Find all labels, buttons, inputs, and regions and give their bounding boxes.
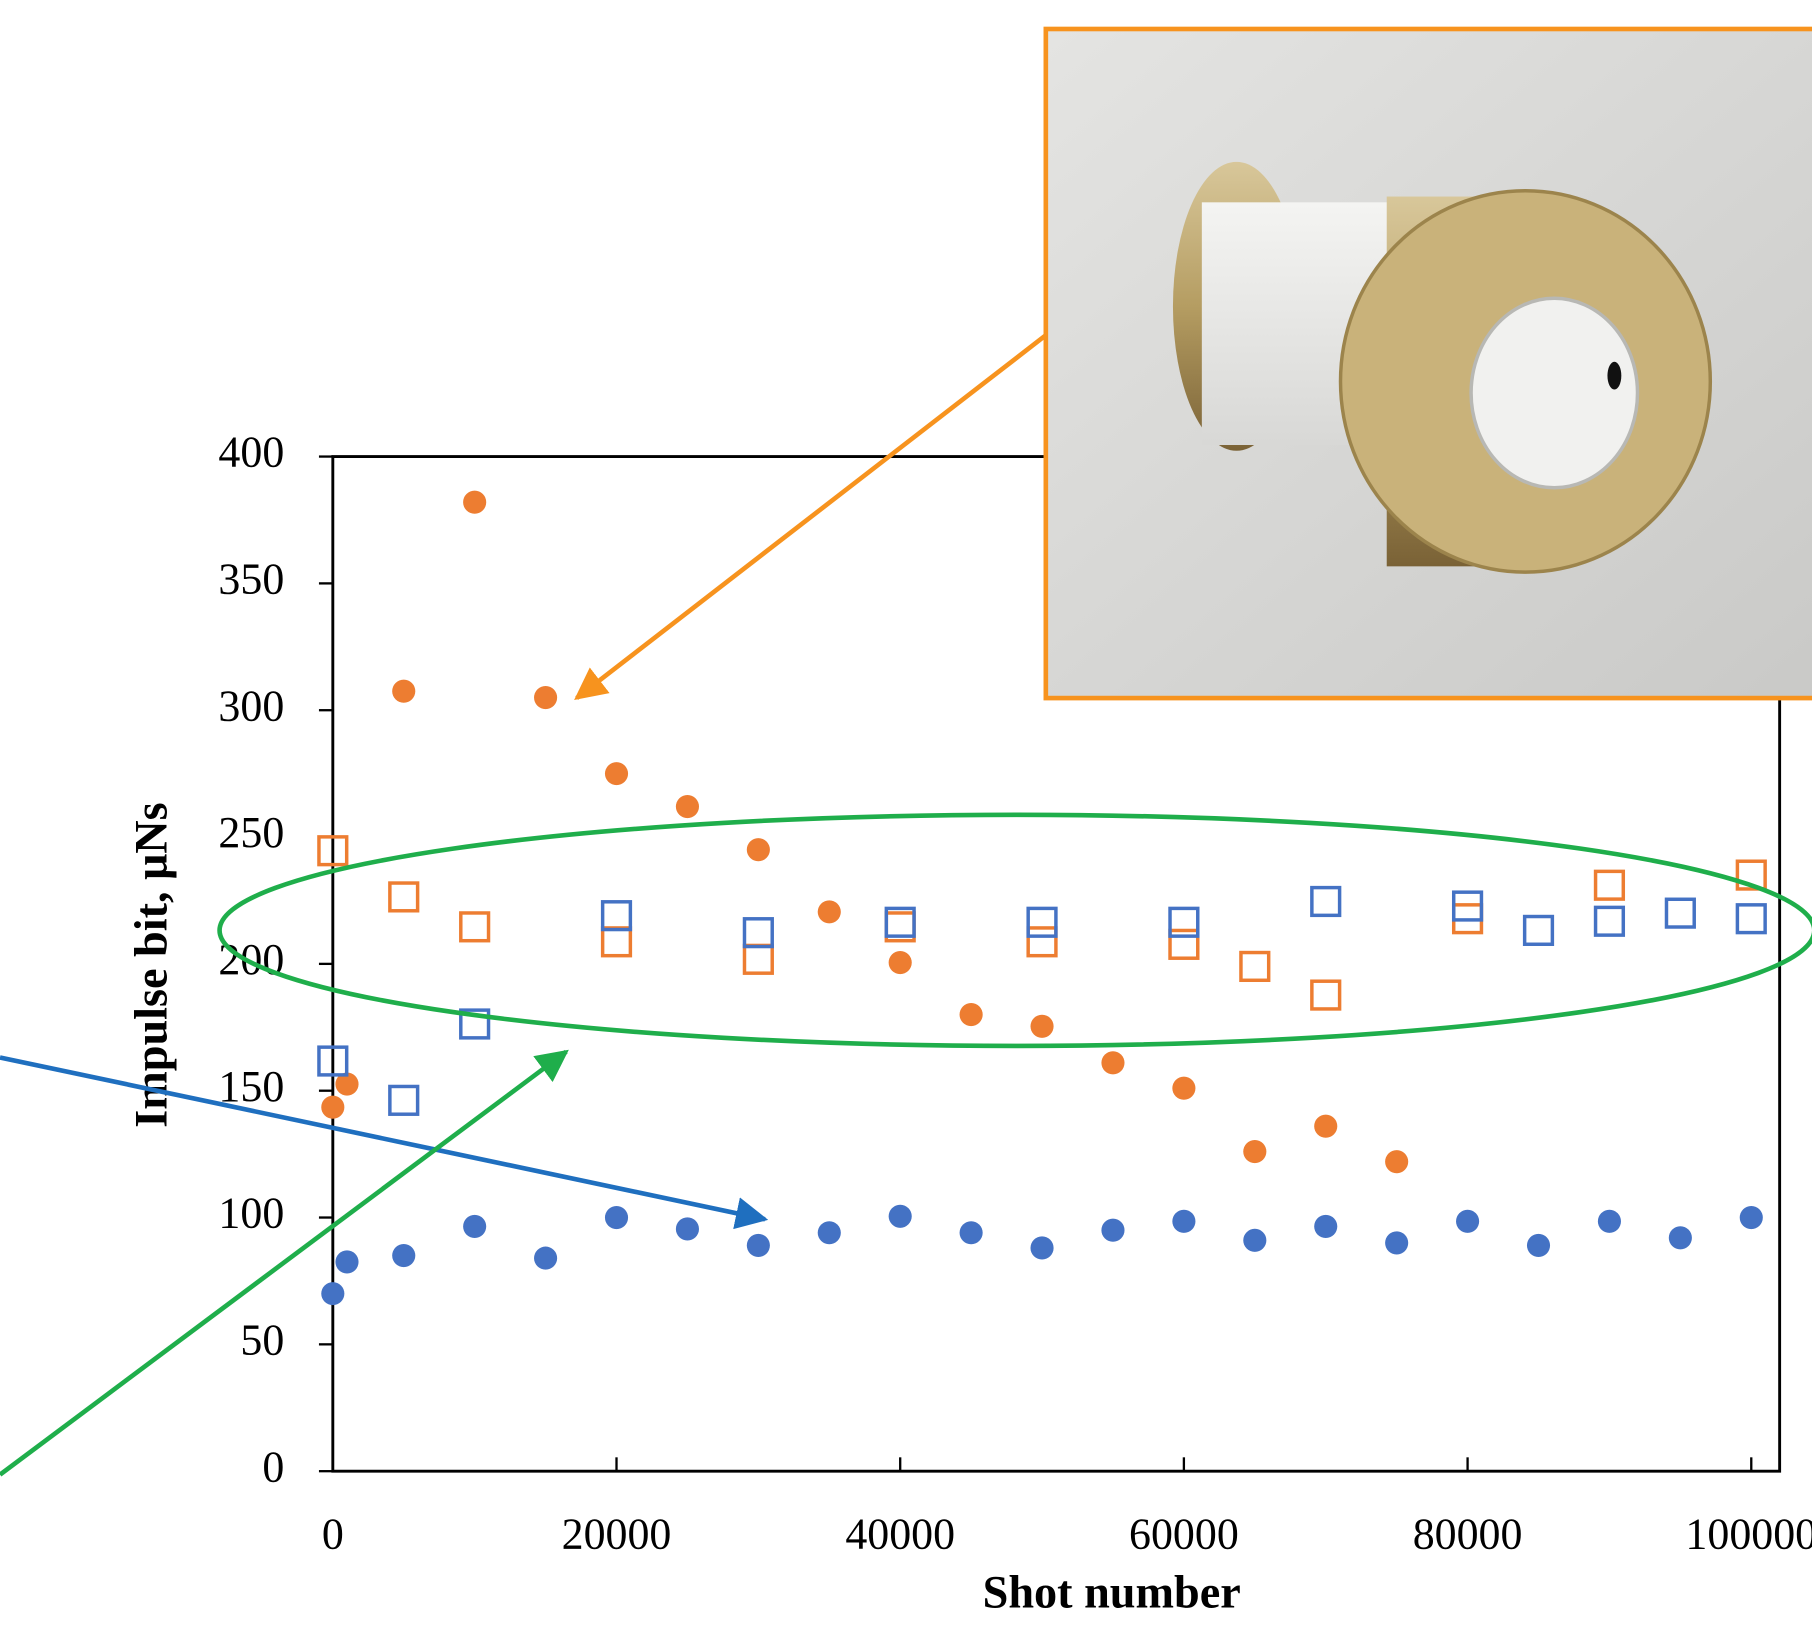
data-point [321, 1096, 344, 1119]
data-point [1596, 907, 1624, 935]
data-point [1028, 928, 1056, 956]
y-tick-label: 400 [218, 429, 284, 477]
data-point [1669, 1226, 1692, 1249]
y-tick-label: 100 [218, 1190, 284, 1238]
y-tick-label: 300 [218, 682, 284, 730]
x-tick-label: 60000 [1129, 1510, 1239, 1558]
y-tick-label: 200 [218, 936, 284, 984]
data-point [960, 1221, 983, 1244]
photo-hole [1607, 362, 1621, 390]
orange-arrow [577, 335, 1046, 698]
y-tick-label: 50 [240, 1316, 284, 1364]
data-point [463, 491, 486, 514]
data-point [534, 1247, 557, 1270]
data-point [1596, 871, 1624, 899]
y-tick-label: 350 [218, 555, 284, 603]
data-point [1314, 1215, 1337, 1238]
data-point [1312, 981, 1340, 1009]
data-point [744, 945, 772, 973]
data-point [1101, 1219, 1124, 1242]
x-tick-label: 40000 [845, 1510, 955, 1558]
data-point [1598, 1210, 1621, 1233]
data-point [1243, 1229, 1266, 1252]
data-point [747, 838, 770, 861]
data-point [1527, 1234, 1550, 1257]
data-point [461, 913, 489, 941]
data-point [747, 1234, 770, 1257]
x-axis-title: Shot number [983, 1567, 1241, 1618]
x-tick-label: 80000 [1413, 1510, 1523, 1558]
x-tick-label: 20000 [562, 1510, 672, 1558]
data-point [335, 1250, 358, 1273]
data-point [1456, 1210, 1479, 1233]
data-point [1028, 908, 1056, 936]
data-point [392, 680, 415, 703]
photo-bore [1471, 298, 1637, 488]
data-point [1172, 1210, 1195, 1233]
data-point [534, 686, 557, 709]
data-point [818, 900, 841, 923]
data-point [889, 1205, 912, 1228]
data-point [1385, 1231, 1408, 1254]
data-point [605, 1206, 628, 1229]
y-axis-title: Impulse bit, μNs [126, 802, 177, 1127]
product-photo [1046, 29, 1812, 698]
x-tick-label: 0 [322, 1510, 344, 1558]
data-point [676, 1217, 699, 1240]
data-point [676, 795, 699, 818]
data-point [1030, 1236, 1053, 1259]
data-point [1030, 1015, 1053, 1038]
highlight-ellipse [220, 815, 1812, 1046]
data-point [960, 1003, 983, 1026]
data-point [744, 919, 772, 947]
chart: 0501001502002503003504000200004000060000… [0, 0, 1812, 1640]
data-point [463, 1215, 486, 1238]
blue-arrow [0, 1057, 765, 1219]
data-point [1666, 899, 1694, 927]
data-point [1241, 953, 1269, 981]
data-point [390, 1086, 418, 1114]
data-point [603, 928, 631, 956]
data-point [321, 1282, 344, 1305]
data-point [390, 883, 418, 911]
data-point [1525, 917, 1553, 945]
data-point [1172, 1077, 1195, 1100]
data-point [603, 902, 631, 930]
data-point [1101, 1051, 1124, 1074]
data-point [818, 1221, 841, 1244]
data-point [1385, 1150, 1408, 1173]
data-point [1243, 1140, 1266, 1163]
data-point [1740, 1206, 1763, 1229]
y-tick-label: 0 [262, 1443, 284, 1491]
data-point [889, 951, 912, 974]
data-point [1737, 905, 1765, 933]
y-tick-label: 250 [218, 809, 284, 857]
data-point [392, 1244, 415, 1267]
data-point [1314, 1115, 1337, 1138]
data-point [605, 762, 628, 785]
data-point [1312, 888, 1340, 916]
x-tick-label: 100000 [1685, 1510, 1812, 1558]
